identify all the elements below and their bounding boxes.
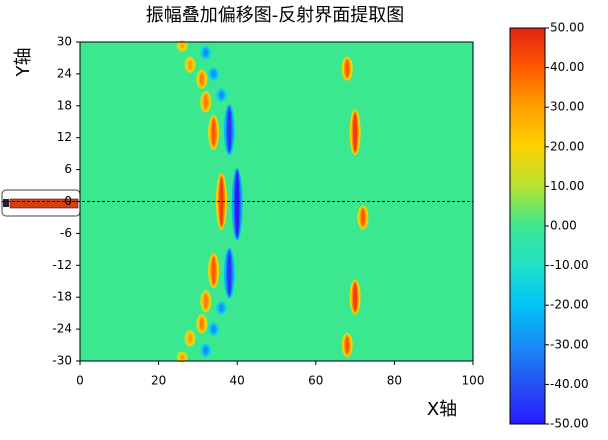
colorbar-tick-label: -10.00 — [550, 258, 589, 272]
cell-core — [211, 118, 216, 147]
y-tick-label: 0 — [64, 194, 72, 208]
cell-core — [353, 113, 358, 152]
cell-core — [203, 94, 208, 110]
x-tick-label: 20 — [151, 374, 166, 388]
y-tick-label: 6 — [64, 162, 72, 176]
colorbar-tick-label: -30.00 — [550, 337, 589, 351]
colorbar-tick-label: -50.00 — [550, 417, 589, 431]
cell-core — [360, 208, 365, 227]
cell — [349, 109, 361, 156]
cell — [176, 40, 188, 52]
cell-core — [203, 347, 208, 354]
cell-core — [235, 171, 240, 237]
cell-core — [199, 73, 204, 86]
cell — [231, 168, 243, 241]
cell — [196, 314, 208, 334]
cell — [223, 247, 235, 299]
cell — [184, 330, 196, 347]
cell-core — [219, 304, 224, 312]
colorbar — [509, 27, 546, 425]
x-tick-label: 60 — [308, 374, 323, 388]
colorbar-tick-label: 30.00 — [550, 100, 584, 114]
colorbar-tick-label: 10.00 — [550, 179, 584, 193]
cell-core — [211, 325, 216, 333]
cell-core — [227, 251, 232, 296]
colorbar-tick-label: 0.00 — [550, 219, 577, 233]
cell — [223, 104, 235, 156]
cell — [208, 67, 220, 81]
chart-title: 振幅叠加偏移图-反射界面提取图 — [146, 5, 405, 26]
slider-track[interactable] — [9, 198, 79, 209]
cell — [184, 56, 196, 73]
colorbar-tick-label: 50.00 — [550, 21, 584, 35]
cell — [200, 290, 212, 312]
cell-core — [188, 59, 193, 70]
cell-core — [199, 317, 204, 330]
colorbar-tick-label: -20.00 — [550, 298, 589, 312]
cell-core — [227, 107, 232, 152]
cell-core — [353, 283, 358, 312]
cell-core — [211, 70, 216, 78]
y-tick-label: 30 — [57, 35, 72, 49]
x-tick-label: 0 — [76, 374, 84, 388]
colorbar-tick-label: 40.00 — [550, 60, 584, 74]
cell-core — [345, 336, 350, 354]
slider-handle[interactable] — [3, 199, 9, 207]
y-tick-label: -30 — [52, 354, 72, 368]
cell — [200, 91, 212, 113]
cell — [208, 114, 220, 150]
cell — [215, 88, 227, 102]
x-axis-label: X轴 — [427, 399, 457, 420]
cell — [215, 173, 227, 230]
cell-core — [219, 176, 224, 227]
cell-core — [211, 256, 216, 285]
colorbar-tick-label: -40.00 — [550, 377, 589, 391]
cell — [341, 332, 353, 358]
cell — [208, 253, 220, 289]
x-tick-label: 40 — [230, 374, 245, 388]
y-tick-label: -12 — [52, 258, 72, 272]
y-tick-label: 24 — [57, 66, 72, 80]
cell-core — [188, 333, 193, 344]
y-tick-label: -6 — [60, 226, 72, 240]
y-tick-label: 18 — [57, 98, 72, 112]
y-tick-label: -18 — [52, 290, 72, 304]
cell-core — [345, 59, 350, 78]
cell — [349, 279, 361, 315]
cell-core — [203, 49, 208, 56]
cell-core — [219, 91, 224, 99]
y-axis-label: Y轴 — [13, 48, 34, 78]
cell — [357, 205, 369, 230]
cell-core — [203, 293, 208, 309]
colorbar-tick-label: 20.00 — [550, 139, 584, 153]
cell — [208, 322, 220, 336]
y-tick-label: -24 — [52, 322, 72, 336]
cell-core — [180, 355, 185, 360]
x-tick-label: 80 — [387, 374, 402, 388]
y-tick-label: 12 — [57, 130, 72, 144]
cell — [341, 56, 353, 81]
cell-core — [180, 44, 185, 48]
cell — [196, 69, 208, 89]
cell — [200, 45, 212, 60]
cell — [200, 343, 212, 358]
cell — [215, 301, 227, 315]
x-tick-label: 100 — [462, 374, 485, 388]
cell — [176, 351, 188, 363]
